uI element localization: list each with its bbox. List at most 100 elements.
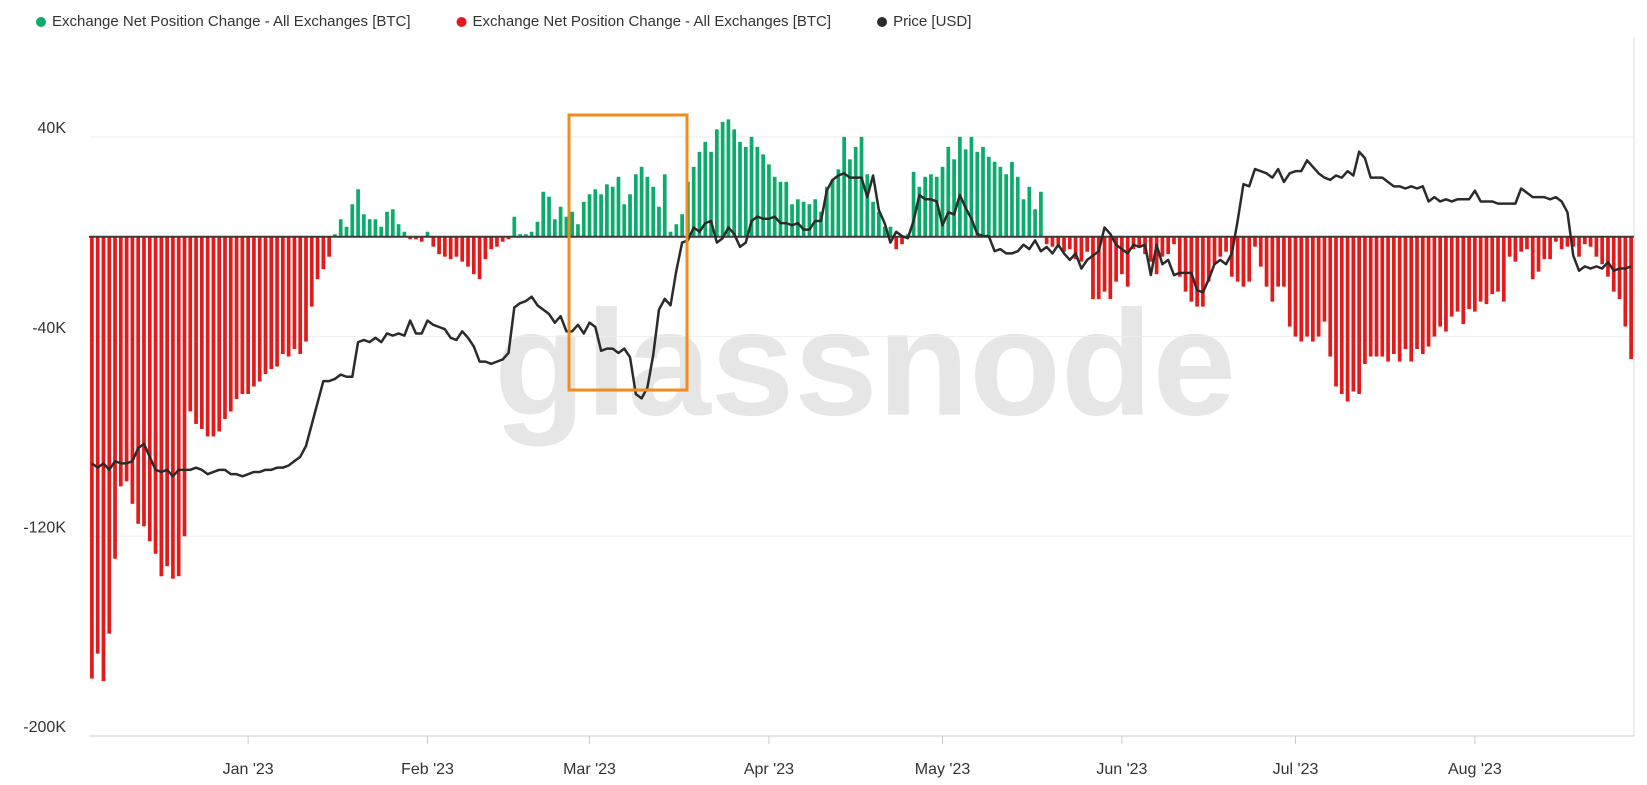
bar	[871, 201, 875, 237]
bar	[362, 214, 366, 237]
bar	[419, 236, 424, 242]
bar	[917, 186, 922, 237]
price-line	[91, 150, 1632, 478]
bar	[558, 206, 563, 237]
bar	[1571, 236, 1576, 247]
bar	[1600, 236, 1605, 265]
bar	[483, 236, 488, 260]
bar	[633, 174, 638, 237]
bar	[153, 236, 158, 554]
bar	[1461, 236, 1466, 325]
bar	[1328, 236, 1333, 357]
bar	[1363, 236, 1367, 365]
bar	[385, 211, 389, 237]
bar	[1114, 236, 1118, 282]
bar	[622, 204, 627, 237]
legend-marker	[456, 17, 467, 27]
bar	[1160, 236, 1165, 257]
bar	[1201, 236, 1205, 307]
bar	[1177, 236, 1182, 277]
bar	[495, 236, 499, 247]
bar	[396, 224, 401, 237]
bar	[1478, 236, 1483, 302]
legend-label: Exchange Net Position Change - All Excha…	[52, 13, 411, 30]
bar	[171, 236, 175, 579]
bar	[668, 231, 673, 237]
bar	[217, 236, 222, 432]
bar	[1096, 236, 1101, 300]
bar	[529, 231, 534, 237]
bar	[1224, 236, 1228, 252]
bar	[263, 236, 268, 375]
bar	[246, 236, 250, 394]
bar	[327, 236, 331, 257]
bar	[1189, 236, 1194, 302]
bar	[414, 236, 418, 240]
bar	[280, 236, 285, 355]
bar	[1310, 236, 1315, 342]
bar	[946, 146, 951, 237]
bar	[304, 236, 308, 342]
bar	[460, 236, 465, 262]
bar	[1542, 236, 1547, 260]
bar	[1108, 236, 1113, 300]
bar	[790, 204, 794, 237]
bar	[101, 236, 106, 682]
bar	[755, 146, 760, 237]
x-tick-label: Aug '23	[1448, 761, 1502, 778]
bar	[524, 234, 528, 237]
bar	[570, 211, 575, 237]
bar	[182, 236, 187, 537]
bar	[738, 141, 742, 237]
bar	[975, 151, 980, 237]
bar	[454, 236, 459, 257]
bar	[836, 169, 841, 237]
bar	[506, 236, 511, 240]
bar	[1444, 236, 1448, 332]
bar	[929, 174, 933, 237]
bar	[581, 201, 586, 237]
bar	[1426, 236, 1431, 347]
bar	[778, 181, 783, 237]
bar	[402, 231, 407, 237]
bar	[1305, 236, 1309, 337]
bar	[234, 236, 239, 399]
bar	[657, 206, 661, 237]
bar	[1264, 236, 1269, 287]
bar	[593, 189, 598, 237]
bar	[1270, 236, 1275, 302]
bar	[552, 219, 557, 237]
bar	[853, 146, 858, 237]
bar	[662, 174, 667, 237]
bar	[772, 176, 777, 237]
x-tick-label: Feb '23	[401, 761, 454, 778]
bar	[142, 236, 146, 527]
bar	[1386, 236, 1390, 362]
bar	[605, 184, 609, 237]
bar	[1039, 191, 1043, 237]
bar	[471, 236, 476, 275]
bar	[958, 136, 962, 237]
bar	[645, 176, 650, 237]
bar	[466, 236, 470, 267]
bar	[767, 164, 771, 237]
bar	[720, 121, 725, 237]
bar	[639, 166, 644, 237]
bar	[136, 236, 141, 524]
bar	[1091, 236, 1095, 300]
bar	[1536, 236, 1541, 272]
watermark: glassnode	[494, 279, 1236, 447]
legend-label: Price [USD]	[893, 13, 971, 30]
bar	[165, 236, 169, 567]
bar	[1166, 236, 1171, 255]
bar	[275, 236, 279, 367]
bar	[1027, 186, 1032, 237]
bar	[188, 236, 193, 412]
bar	[477, 236, 482, 280]
bar	[118, 236, 123, 487]
bar	[489, 236, 494, 250]
bar	[1276, 236, 1280, 287]
y-tick-label: -120K	[23, 520, 66, 537]
bar	[842, 136, 846, 237]
